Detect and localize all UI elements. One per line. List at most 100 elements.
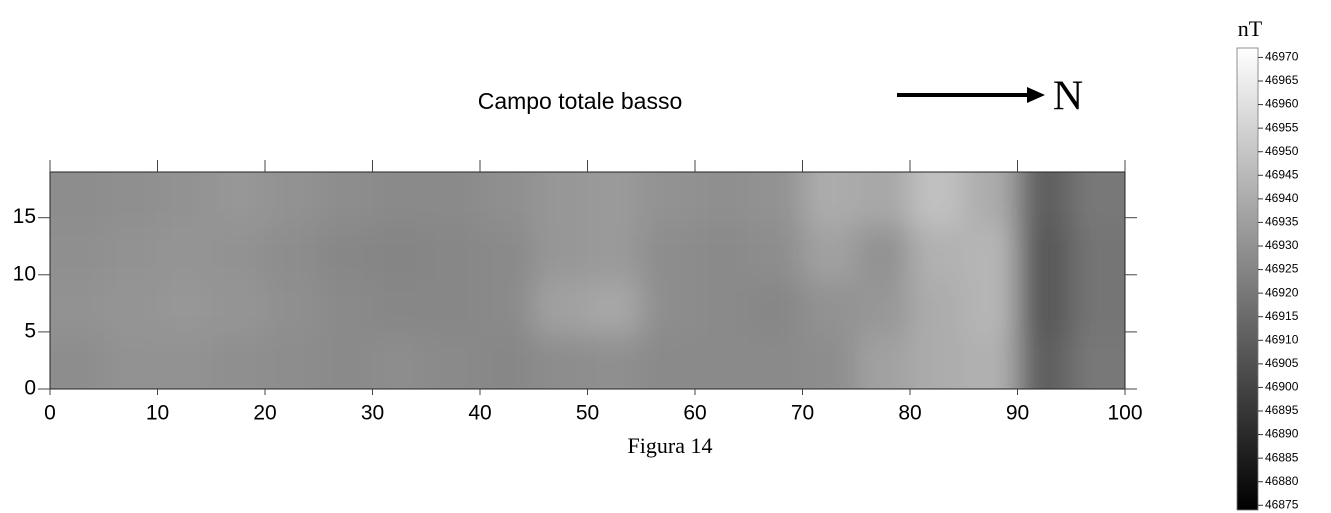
cell [372, 226, 427, 281]
cell [372, 334, 427, 389]
caption: Figura 14 [628, 433, 713, 458]
y-tick-label: 5 [24, 319, 36, 342]
map-cells [50, 172, 1125, 389]
cell [50, 172, 105, 227]
cell [157, 334, 212, 389]
cell [480, 172, 535, 227]
cell [265, 280, 320, 336]
cell [856, 334, 911, 389]
cell [910, 334, 965, 389]
colorbar-tick-label: 46905 [1265, 356, 1299, 370]
cell [157, 280, 212, 336]
cell [748, 172, 803, 227]
cell [426, 226, 481, 281]
colorbar-tick-label: 46885 [1265, 450, 1299, 464]
cell [426, 334, 481, 389]
cell [1017, 226, 1072, 281]
cell [318, 334, 373, 389]
x-tick-label: 60 [683, 402, 706, 425]
cell [1071, 280, 1125, 336]
cell [802, 334, 857, 389]
cell [856, 172, 911, 227]
cell [318, 172, 373, 227]
cell [211, 172, 266, 227]
cell [533, 334, 588, 389]
cell [533, 226, 588, 281]
x-tick-label: 70 [791, 402, 814, 425]
colorbar-label: nT [1238, 16, 1263, 41]
cell [641, 172, 696, 227]
cell [695, 226, 750, 281]
x-tick-label: 0 [44, 402, 56, 425]
cell [480, 280, 535, 336]
cell [1071, 226, 1125, 281]
cell [480, 226, 535, 281]
y-tick-label: 0 [24, 377, 36, 400]
x-tick-label: 90 [1006, 402, 1029, 425]
colorbar-tick-label: 46925 [1265, 262, 1299, 276]
x-tick-label: 10 [146, 402, 169, 425]
cell [1071, 172, 1125, 227]
cell [211, 226, 266, 281]
cell [157, 226, 212, 281]
cell [695, 334, 750, 389]
colorbar-tick-label: 46960 [1265, 97, 1299, 111]
cell [856, 280, 911, 336]
cell [587, 334, 642, 389]
colorbar-tick-label: 46900 [1265, 380, 1299, 394]
cell [103, 226, 158, 281]
cell [103, 172, 158, 227]
x-tick-label: 20 [253, 402, 276, 425]
colorbar-tick-label: 46910 [1265, 332, 1299, 346]
x-tick-label: 80 [898, 402, 921, 425]
colorbar-tick-label: 46895 [1265, 403, 1299, 417]
x-tick-label: 30 [361, 402, 384, 425]
colorbar-tick-label: 46930 [1265, 238, 1299, 252]
cell [587, 280, 642, 336]
colorbar-tick-label: 46915 [1265, 309, 1299, 323]
cell [426, 280, 481, 336]
cell [641, 226, 696, 281]
y-tick-label: 15 [13, 205, 36, 228]
colorbar-tick-label: 46970 [1265, 50, 1299, 64]
x-tick-label: 50 [576, 402, 599, 425]
cell [695, 172, 750, 227]
cell [641, 280, 696, 336]
cell [157, 172, 212, 227]
cell [211, 334, 266, 389]
x-tick-label: 100 [1107, 402, 1142, 425]
colorbar-tick-label: 46935 [1265, 215, 1299, 229]
cell [1071, 334, 1125, 389]
cell [372, 172, 427, 227]
chart-title: Campo totale basso [478, 88, 683, 114]
cell [802, 226, 857, 281]
colorbar [1236, 47, 1259, 511]
cell [748, 334, 803, 389]
cell [587, 172, 642, 227]
cell [211, 280, 266, 336]
cell [1017, 334, 1072, 389]
cell [372, 280, 427, 336]
cell [856, 226, 911, 281]
colorbar-tick-label: 46955 [1265, 120, 1299, 134]
cell [50, 334, 105, 389]
cell [50, 280, 105, 336]
cell [910, 172, 965, 227]
cell [910, 280, 965, 336]
cell [963, 334, 1018, 389]
cell [1017, 172, 1072, 227]
x-tick-label: 40 [468, 402, 491, 425]
colorbar-tick-label: 46945 [1265, 167, 1299, 181]
colorbar-tick-label: 46950 [1265, 144, 1299, 158]
cell [641, 334, 696, 389]
cell [1017, 280, 1072, 336]
y-tick-label: 10 [13, 262, 36, 285]
cell [748, 280, 803, 336]
cell [802, 280, 857, 336]
cell [910, 226, 965, 281]
cell [265, 172, 320, 227]
cell [103, 334, 158, 389]
north-label: N [1053, 74, 1083, 120]
